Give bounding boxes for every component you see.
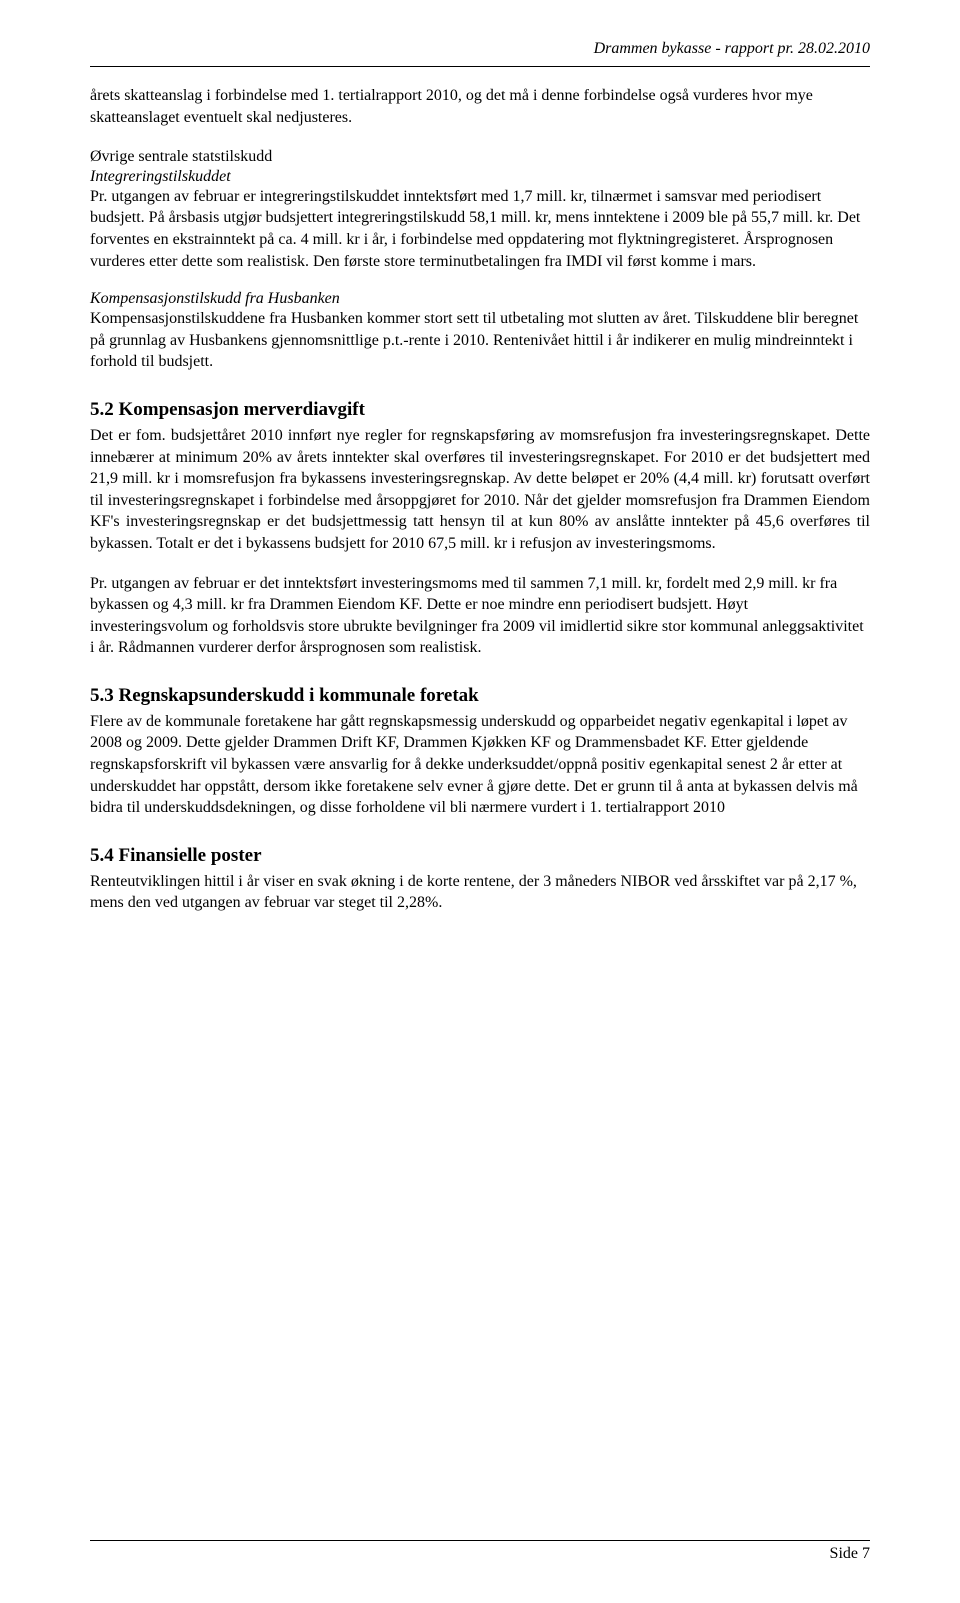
section-heading-5-2: 5.2 Kompensasjon merverdiavgift [90, 399, 870, 421]
paragraph-5-2-b: Pr. utgangen av februar er det inntektsf… [90, 573, 870, 659]
subsection-heading-statstilskudd: Øvrige sentrale statstilskudd [90, 146, 870, 168]
document-page: Drammen bykasse - rapport pr. 28.02.2010… [0, 0, 960, 1603]
header-rule [90, 66, 870, 67]
paragraph-5-3: Flere av de kommunale foretakene har gåt… [90, 711, 870, 819]
subheading-husbanken: Kompensasjonstilskudd fra Husbanken [90, 290, 870, 308]
page-number: Side 7 [90, 1545, 870, 1563]
section-heading-5-4: 5.4 Finansielle poster [90, 845, 870, 867]
footer-rule [90, 1540, 870, 1541]
page-header: Drammen bykasse - rapport pr. 28.02.2010 [90, 40, 870, 58]
section-heading-5-3: 5.3 Regnskapsunderskudd i kommunale fore… [90, 685, 870, 707]
paragraph-5-4: Renteutviklingen hittil i år viser en sv… [90, 871, 870, 914]
subheading-integreringstilskuddet: Integreringstilskuddet [90, 168, 870, 186]
paragraph-integreringstilskuddet: Pr. utgangen av februar er integreringst… [90, 186, 870, 272]
paragraph-5-2-a: Det er fom. budsjettåret 2010 innført ny… [90, 425, 870, 555]
paragraph-husbanken: Kompensasjonstilskuddene fra Husbanken k… [90, 308, 870, 373]
page-footer-wrap: Side 7 [90, 1540, 870, 1563]
paragraph-intro: årets skatteanslag i forbindelse med 1. … [90, 85, 870, 128]
